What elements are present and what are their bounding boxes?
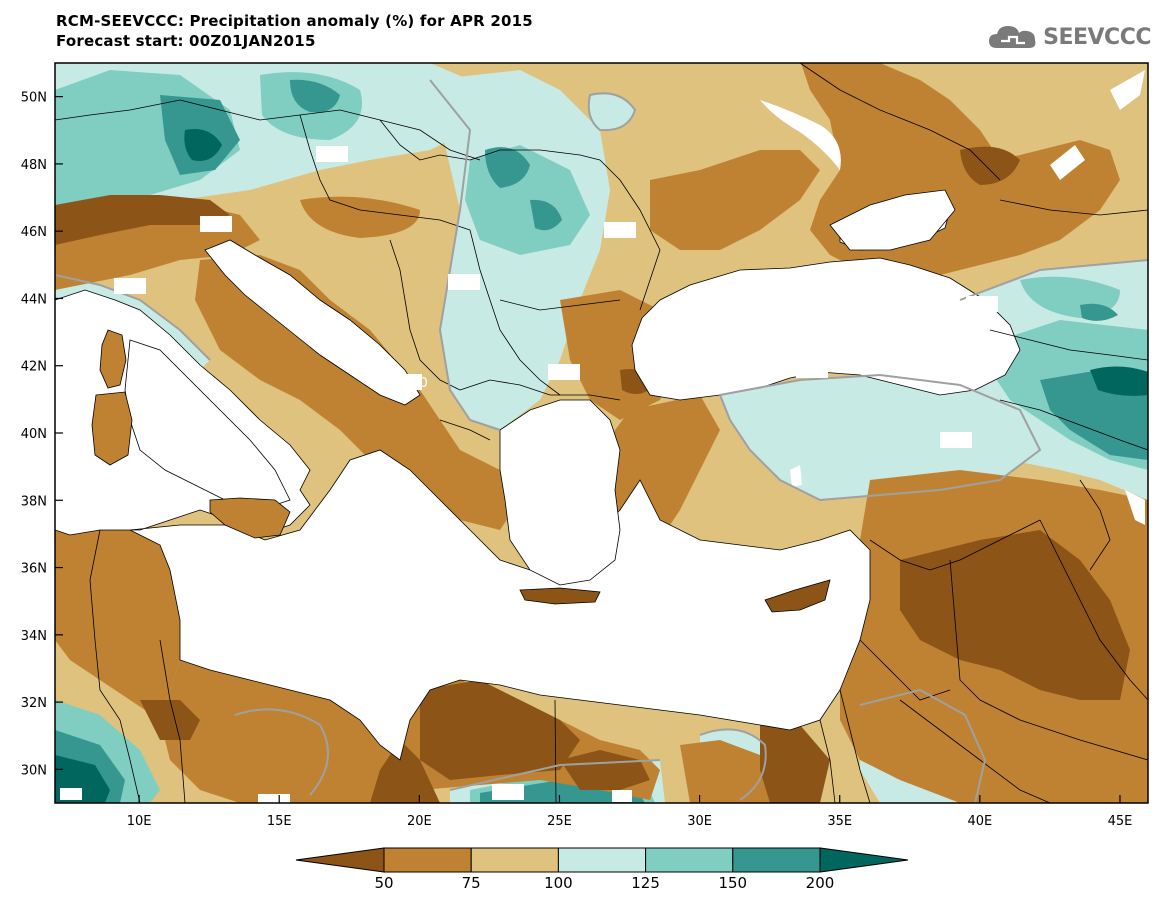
contour-label: 100	[258, 794, 290, 810]
map-field	[55, 63, 1148, 803]
lon-tick-label: 20E	[407, 814, 432, 829]
contour-label: 100	[966, 296, 998, 313]
lon-tick-label: 40E	[967, 814, 992, 829]
lat-tick-label: 46N	[21, 225, 47, 240]
contour-label: 100	[400, 374, 428, 391]
lat-tick-label: 36N	[21, 562, 47, 577]
black-sea	[631, 257, 1021, 401]
lon-axis: 10E 15E 20E 25E 30E 35E 40E 45E	[127, 795, 1133, 829]
lat-tick-label: 34N	[21, 629, 47, 644]
lat-tick-label: 32N	[21, 696, 47, 711]
contour-label: 100	[200, 216, 232, 233]
colorbar-label: 75	[462, 874, 481, 892]
colorbar-segment	[732, 847, 821, 873]
lon-tick-label: 45E	[1108, 814, 1133, 829]
cloud-icon	[989, 26, 1036, 48]
lat-tick-label: 40N	[21, 427, 47, 442]
mediterranean-sea	[54, 289, 871, 761]
aegean-sea	[499, 399, 621, 586]
contour-label: 100	[114, 278, 146, 295]
seevccc-logo: SEEVCCC	[987, 22, 1151, 52]
contour-label: 100	[940, 432, 972, 449]
svg-text:100: 100	[320, 148, 345, 163]
forecast-start: Forecast start: 00Z01JAN2015	[56, 32, 316, 50]
contour-label: 100	[448, 274, 480, 291]
crimea	[829, 189, 956, 251]
colorbar-segment	[557, 847, 647, 873]
contour-label: 100	[316, 146, 348, 163]
svg-text:100: 100	[970, 298, 995, 313]
colorbar-label: 125	[631, 874, 660, 892]
svg-text:100: 100	[204, 218, 229, 233]
lat-tick-label: 44N	[21, 292, 47, 307]
colorbar-segment	[470, 847, 559, 873]
lon-tick-label: 15E	[267, 814, 292, 829]
crete	[519, 587, 601, 605]
colorbar-label: 100	[544, 874, 573, 892]
colorbar-label: 150	[718, 874, 747, 892]
colorbar-segment	[383, 847, 472, 873]
contour-labels: 100 100 100 100 100 100 100 100 100 100 …	[114, 146, 998, 810]
lon-tick-label: 10E	[127, 814, 152, 829]
lat-tick-label: 48N	[21, 158, 47, 173]
white-patches	[60, 70, 1145, 802]
lat-tick-label: 38N	[21, 494, 47, 509]
adriatic-sea	[204, 239, 421, 406]
svg-text:100: 100	[118, 280, 143, 295]
contour-label: 100	[604, 222, 636, 239]
lat-tick-label: 42N	[21, 360, 47, 375]
contour-label: 100	[548, 364, 580, 381]
lat-axis: 30N 32N 34N 36N 38N 40N 42N 44N 46N 48N 50N	[21, 91, 63, 778]
colorbar-high-triangle	[819, 847, 909, 873]
lat-tick-label: 50N	[21, 91, 47, 106]
islands	[91, 189, 956, 613]
lat-tick-label: 30N	[21, 763, 47, 778]
colorbar-low-triangle	[295, 847, 385, 873]
svg-text:100: 100	[403, 376, 428, 391]
corsica	[99, 329, 127, 389]
cyprus	[764, 579, 831, 613]
colorbar: 50 75 100 125 150 200	[295, 847, 909, 892]
lon-tick-label: 25E	[547, 814, 572, 829]
colorbar-label: 200	[806, 874, 835, 892]
country-borders	[54, 62, 1149, 804]
sardinia	[91, 391, 133, 466]
contour-label: 100	[796, 362, 828, 379]
logo-text: SEEVCCC	[1043, 24, 1151, 50]
lon-tick-label: 35E	[827, 814, 852, 829]
svg-text:100: 100	[552, 366, 577, 381]
sicily	[209, 497, 291, 539]
contour-lines	[54, 79, 1149, 804]
svg-text:100: 100	[608, 224, 633, 239]
colorbar-label: 50	[374, 874, 393, 892]
sea-areas	[54, 199, 1021, 761]
svg-text:100: 100	[452, 276, 477, 291]
map-title: RCM-SEEVCCC: Precipitation anomaly (%) f…	[56, 12, 533, 30]
svg-text:100: 100	[800, 364, 825, 379]
contour-label: 100	[492, 784, 524, 801]
svg-text:100: 100	[944, 434, 969, 449]
colorbar-segment	[645, 847, 734, 873]
svg-text:100: 100	[496, 786, 521, 801]
lon-tick-label: 30E	[687, 814, 712, 829]
